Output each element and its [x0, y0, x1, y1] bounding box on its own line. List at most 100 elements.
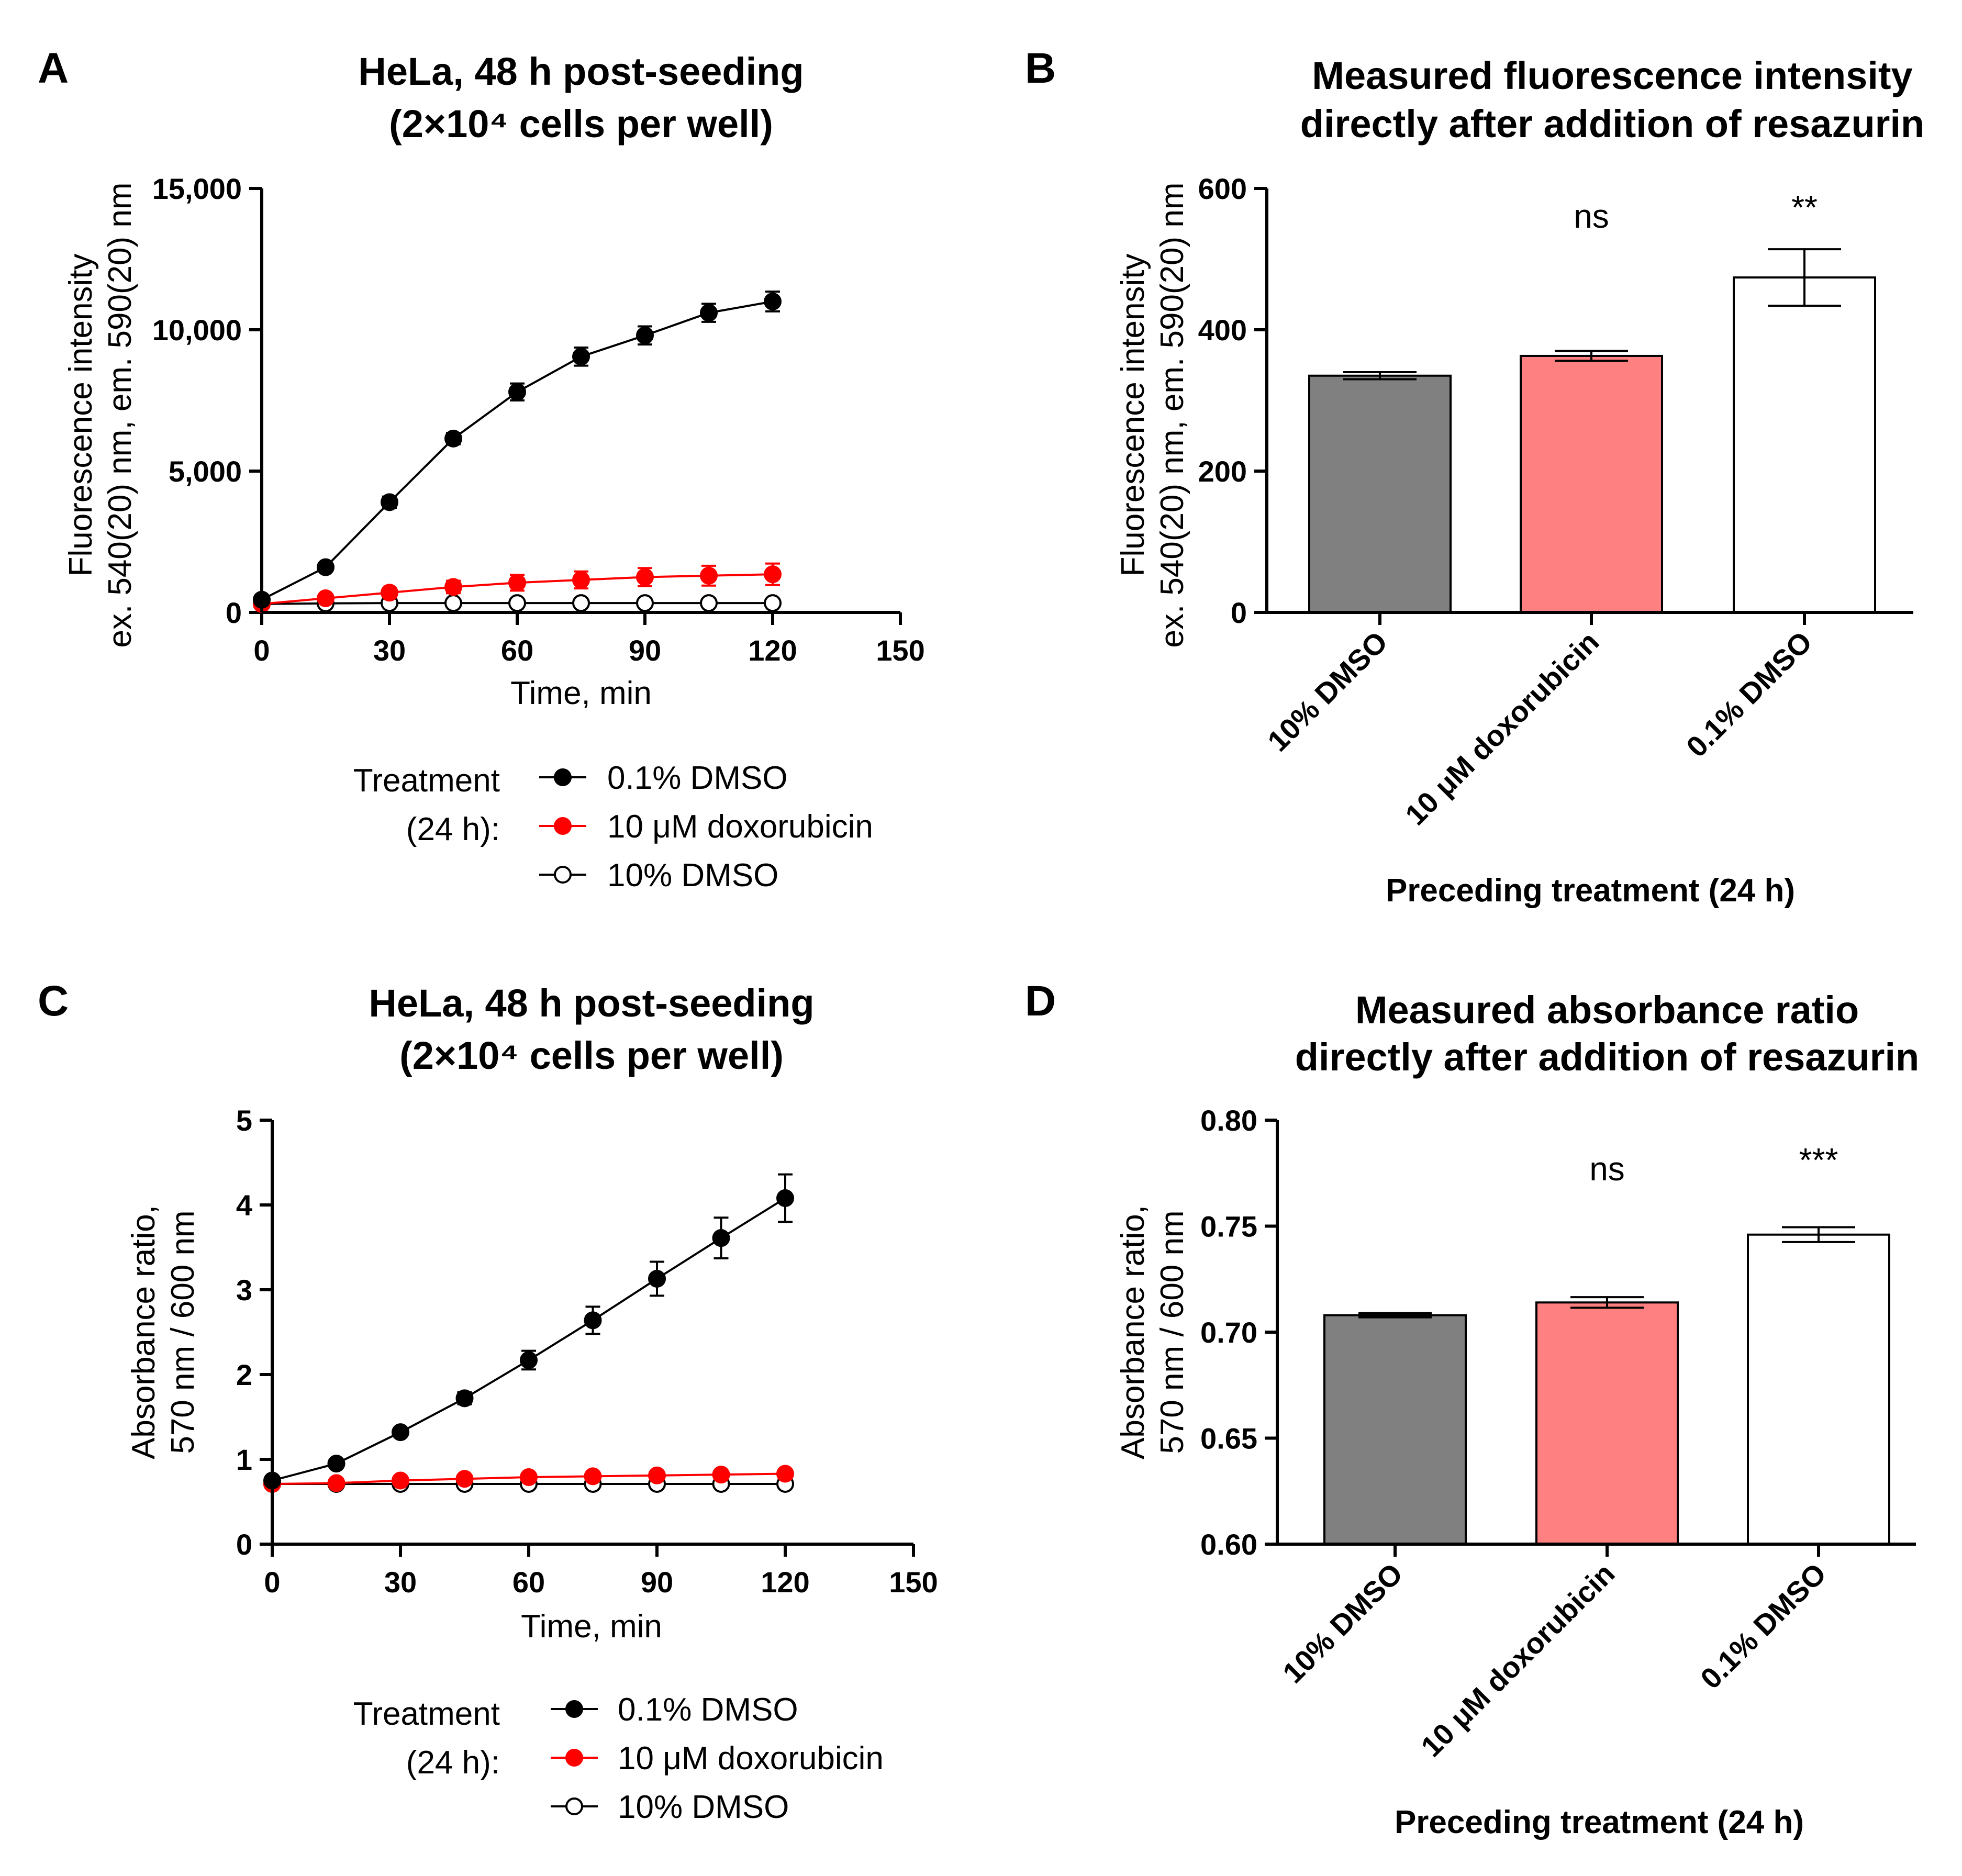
panel-d-category-label: 0.1% DMSO — [1694, 1557, 1833, 1695]
panel-b-bar — [1733, 276, 1876, 613]
panel-b-bar — [1308, 374, 1452, 613]
panel-c-legend-marker — [565, 1700, 583, 1718]
panel-a-data-point — [572, 348, 590, 366]
panel-letter-d: D — [1025, 977, 1056, 1025]
panel-c-legend-entries: 0.1% DMSO 10 μM doxorubicin 10% DMSO — [551, 1692, 884, 1825]
panel-a-data-point — [444, 429, 462, 448]
panel-a-legend-title-2: (24 h): — [406, 811, 500, 847]
panel-b-ticks: 0 200 400 600 10% DMSO 10 μM doxorubicin 0.1% … — [1198, 172, 1819, 831]
panel-c-ytick-label: 5 — [236, 1104, 252, 1137]
panel-c-title: HeLa, 48 h post-seeding — [369, 981, 814, 1025]
panel-b-title-2: directly after addition of resazurin — [1300, 102, 1924, 146]
panel-c-data-point — [455, 1389, 474, 1408]
panel-a-ticks: 0 5,000 10,000 15,000 0 30 60 90 120 150 — [152, 172, 925, 667]
panel-b-significance-label: ns — [1574, 197, 1609, 235]
panel-d-category-label: 10% DMSO — [1276, 1557, 1409, 1690]
panel-a-legend-label: 0.1% DMSO — [607, 760, 788, 796]
panel-a-data-point — [508, 594, 526, 612]
panel-a-subtitle: (2×10⁴ cells per well) — [389, 102, 773, 146]
panel-b-ytick-label: 600 — [1198, 172, 1247, 205]
panel-a-data-point — [444, 578, 462, 596]
panel-a-legend-marker — [554, 817, 572, 835]
panel-a-data-point — [636, 326, 654, 344]
panel-c-data-point — [648, 1269, 666, 1288]
panel-a-data-point — [444, 594, 462, 612]
panel-letter-b: B — [1025, 44, 1056, 92]
panel-a-data-point — [508, 574, 526, 592]
panel-d-title-1: Measured absorbance ratio — [1355, 988, 1859, 1032]
panel-d-ylabel-line2: 570 nm / 600 nm — [1154, 1210, 1190, 1454]
panel-c-ylabel-line1: Absorbance ratio, — [126, 1205, 162, 1459]
panel-d-bar — [1323, 1314, 1467, 1546]
panel-letter-a: A — [38, 44, 69, 92]
panel-c-legend-label: 0.1% DMSO — [618, 1692, 798, 1728]
panel-c-data-point — [584, 1311, 602, 1330]
panel-d-title-2: directly after addition of resazurin — [1295, 1035, 1919, 1079]
panel-d-ytick-label: 0.75 — [1200, 1210, 1257, 1243]
panel-a-data-point — [764, 565, 782, 584]
panel-c-series-line — [272, 1197, 786, 1482]
panel-c-data-point — [776, 1465, 794, 1483]
panel-a-data-point — [636, 594, 654, 612]
panel-c-ticks: 0 1 2 3 4 5 0 30 60 90 120 150 — [236, 1104, 938, 1599]
panel-b-bar — [1520, 354, 1663, 613]
panel-b-xlabel: Preceding treatment (24 h) — [1386, 873, 1795, 909]
panel-a-data-point — [700, 304, 718, 322]
panel-a-data-point — [572, 571, 590, 589]
panel-a-ylabel-line2: ex. 540(20) nm, em. 590(20) nm — [102, 182, 138, 647]
panel-a-xtick-label: 150 — [876, 634, 924, 667]
panel-c-xlabel: Time, min — [521, 1609, 662, 1645]
panel-c-data-point — [648, 1466, 666, 1484]
panel-c-xtick-label: 0 — [264, 1566, 280, 1599]
panel-a-ylabel: Fluorescence intensity ex. 540(20) nm, e… — [63, 182, 138, 647]
panel-c-subtitle: (2×10⁴ cells per well) — [399, 1034, 784, 1077]
panel-b-ytick-label: 400 — [1198, 314, 1247, 347]
panel-a-ytick-label: 0 — [226, 596, 242, 629]
panel-a-xtick-label: 30 — [373, 634, 406, 667]
panel-c-ytick-label: 3 — [236, 1274, 252, 1306]
panel-d-ytick-label: 0.70 — [1200, 1316, 1257, 1349]
panel-b-category-label: 10 μM doxorubicin — [1399, 625, 1605, 831]
panel-d-bar — [1535, 1301, 1679, 1546]
panel-d-ytick-label: 0.65 — [1200, 1422, 1257, 1455]
panel-d-significance-label: *** — [1799, 1141, 1838, 1179]
panel-c-xtick-label: 60 — [512, 1566, 545, 1599]
panel-a-data-point — [700, 594, 718, 612]
panel-b-title-1: Measured fluorescence intensity — [1312, 54, 1912, 97]
panel-c-legend-label: 10% DMSO — [618, 1789, 789, 1825]
panel-d-category-label: 10 μM doxorubicin — [1414, 1557, 1621, 1763]
panel-a-marks — [253, 291, 782, 613]
panel-c-data-point — [327, 1455, 345, 1473]
panel-c-data-point — [392, 1423, 409, 1442]
panel-c-marks — [263, 1173, 794, 1493]
panel-a-data-point — [700, 566, 718, 585]
panel-a-xtick-label: 120 — [748, 634, 797, 667]
panel-b-ylabel-line2: ex. 540(20) nm, em. 590(20) nm — [1154, 182, 1190, 647]
panel-b-ytick-label: 200 — [1198, 455, 1247, 488]
panel-c-ylabel: Absorbance ratio, 570 nm / 600 nm — [126, 1205, 201, 1459]
panel-a-ytick-label: 15,000 — [152, 172, 242, 205]
panel-c-legend-title-2: (24 h): — [406, 1745, 500, 1781]
panel-d-significance-label: ns — [1589, 1150, 1625, 1188]
panel-d-ytick-label: 0.60 — [1200, 1528, 1257, 1561]
panel-d-ytick-label: 0.80 — [1200, 1104, 1257, 1137]
panel-c-data-point — [776, 1189, 794, 1208]
panel-c-data-point — [712, 1466, 730, 1484]
panel-a-data-point — [317, 558, 335, 576]
panel-a-data-point — [636, 568, 654, 586]
panel-c: C HeLa, 48 h post-seeding (2×10⁴ cells p… — [38, 977, 938, 1825]
panel-a-data-point — [572, 594, 590, 612]
panel-a-ytick-label: 10,000 — [152, 314, 242, 347]
panel-b-ylabel: Fluorescence intensity ex. 540(20) nm, e… — [1115, 182, 1190, 647]
panel-c-legend-label: 10 μM doxorubicin — [618, 1740, 884, 1777]
panel-d-ylabel: Absorbance ratio, 570 nm / 600 nm — [1115, 1205, 1190, 1459]
panel-b-ytick-label: 0 — [1231, 596, 1247, 629]
panel-c-ytick-label: 4 — [236, 1189, 252, 1222]
panel-a-data-point — [317, 589, 335, 607]
panel-a-xlabel: Time, min — [510, 675, 652, 711]
panel-d-bar — [1747, 1233, 1890, 1545]
panel-a-data-point — [508, 383, 526, 401]
panel-a-data-point — [381, 584, 398, 602]
panel-c-xtick-label: 150 — [889, 1566, 938, 1599]
